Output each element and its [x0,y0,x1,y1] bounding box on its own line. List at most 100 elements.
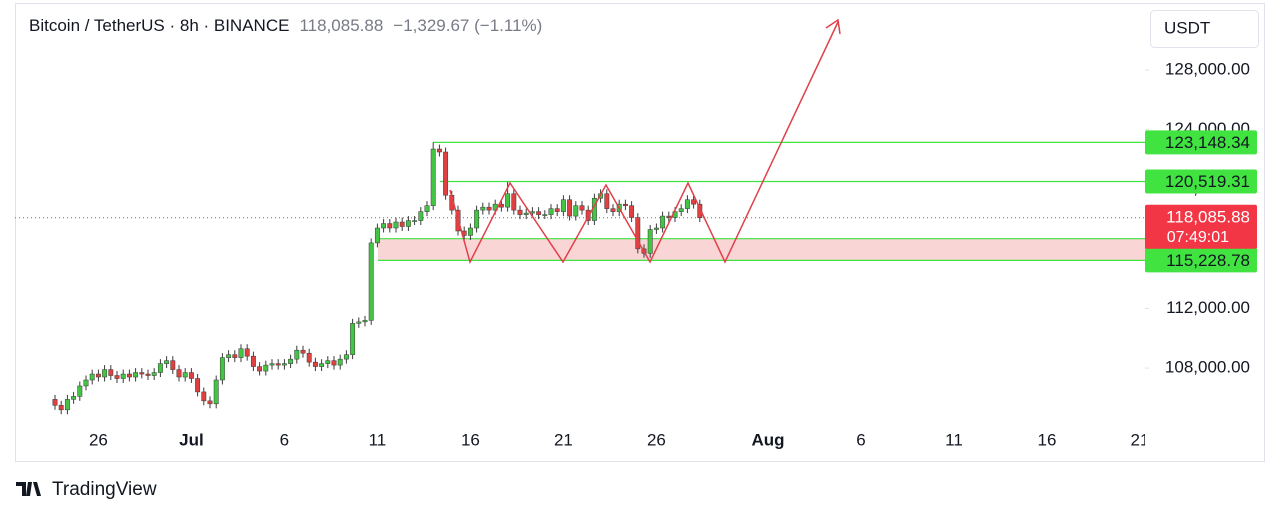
candle-body [275,363,281,366]
x-tick-label: 21 [1131,430,1150,449]
header-change: −1,329.67 (−1.11%) [393,16,542,35]
candle-body [269,363,275,366]
candle-body [443,151,449,196]
candle-body [517,209,523,215]
candle-body [505,193,511,208]
candle-body [567,199,573,217]
last-price-tag [1145,204,1257,249]
candle-body [164,360,170,364]
candle-body [523,212,529,215]
candle-body [467,227,473,236]
candle-body [213,379,219,405]
price-line-label: 120,519.31 [1165,172,1250,191]
candle-body [399,221,405,227]
candle-body [133,372,139,378]
header-price: 118,085.88 [299,16,383,35]
candle-body [319,363,325,367]
price-line-tag [1145,169,1257,194]
x-tick-label: Aug [751,430,784,449]
candle-body [188,372,194,379]
candle-body [635,217,641,250]
x-tick-label: 6 [280,430,289,449]
candle-body [281,363,287,366]
price-line-label: 123,148.34 [1165,133,1250,152]
candle-body [343,354,349,360]
pattern-drawing [449,21,839,265]
candle-body [536,211,542,215]
symbol-title: Bitcoin / TetherUS · 8h · BINANCE [29,16,289,35]
candle-body [554,208,560,212]
candle-body [474,209,480,229]
x-tick-label: 16 [1038,430,1057,449]
x-tick-label: 26 [647,430,666,449]
x-tick-label: 16 [461,430,480,449]
candle-body [170,360,176,370]
candle-body [604,193,610,209]
candle-body [306,352,312,363]
candle-body [232,354,238,358]
candle-body [436,148,442,153]
candle-body [288,358,294,364]
candle-body [548,208,554,215]
candle-body [238,348,244,358]
brand-name: TradingView [52,479,157,500]
candle-body [387,223,393,229]
candle-body [250,355,256,367]
candle-body [139,372,145,375]
candle-body [157,363,163,373]
candle-body [424,205,430,212]
candle-body [300,349,306,354]
candle-body [697,203,703,219]
candle-body [182,372,188,378]
candle-body [511,193,517,211]
plot-area: 26 Jul 6 11 16 21 26 Aug 6 11 16 21 [15,141,1150,449]
candle-body [64,399,70,411]
candle-body [126,373,132,378]
candle-body [412,220,418,222]
candle-body [573,205,579,217]
candle-body [257,366,263,372]
candle-body [312,361,318,367]
candle-body [381,223,387,229]
zone [378,238,1145,261]
candle-body [244,348,250,357]
candle-body [58,405,64,411]
candle-body [647,229,653,254]
candle-body [195,378,201,393]
candle-body [356,321,362,324]
x-tick-label: 21 [554,430,573,449]
candle-body [151,372,157,376]
candle-body [83,379,89,387]
candle-body [560,199,566,212]
currency-button[interactable] [1150,10,1259,48]
x-tick-label: 11 [945,430,963,449]
candle-body [325,360,331,364]
candle-body [120,373,126,379]
header: Bitcoin / TetherUS · 8h · BINANCE 118,085… [29,16,542,35]
candle-body [102,369,108,378]
candle-body [95,373,101,378]
candle-body [89,373,95,381]
price-line-tag [1145,248,1257,273]
x-tick-label: Jul [179,430,204,449]
candle-body [207,400,213,405]
candle-body [691,199,697,205]
candle-body [226,354,232,358]
price-line-label: 115,228.78 [1166,251,1250,270]
candle-body [263,364,269,372]
candle-body [430,148,436,206]
candle-body [405,220,411,227]
currency-label[interactable]: USDT [1164,18,1210,37]
candle-body [337,358,343,366]
candle-body [480,206,486,211]
candle-body [294,349,300,360]
price-axis: 108,000.00112,000.00116,000.00120,000.00… [1145,60,1257,377]
candle-body [418,211,424,221]
candle-body [610,208,616,212]
candle-body [108,369,114,376]
x-tick-label: 6 [856,430,865,449]
candle-body [653,227,659,230]
price-line-tag [1145,130,1257,155]
